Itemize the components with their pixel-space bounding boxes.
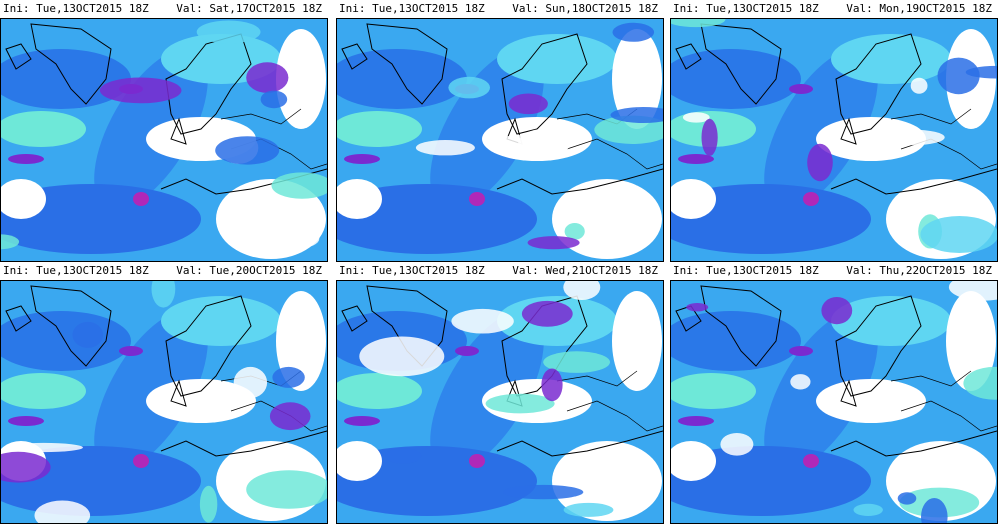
valid-time: Val: Mon,19OCT2015 18Z: [846, 2, 992, 15]
precip-blob: [564, 223, 585, 240]
init-time: Ini: Tue,13OCT2015 18Z: [673, 264, 819, 277]
precip-blob: [246, 470, 327, 509]
precip-blob: [821, 297, 853, 325]
map-panel: Ini: Tue,13OCT2015 18Z Val: Mon,19OCT2015…: [670, 0, 998, 262]
precip-map: [670, 18, 998, 262]
map-panel: Ini: Tue,13OCT2015 18Z Val: Tue,20OCT2015…: [0, 262, 328, 524]
panel-header: Ini: Tue,13OCT2015 18Z Val: Thu,22OCT2015…: [670, 262, 998, 279]
init-time: Ini: Tue,13OCT2015 18Z: [339, 264, 485, 277]
precip-blob: [543, 351, 610, 373]
valid-time: Val: Sun,18OCT2015 18Z: [512, 2, 658, 15]
map-panel: Ini: Tue,13OCT2015 18Z Val: Wed,21OCT2015…: [336, 262, 664, 524]
precip-blob: [910, 77, 928, 94]
map-panel: Ini: Tue,13OCT2015 18Z Val: Thu,22OCT2015…: [670, 262, 998, 524]
precip-blob: [151, 281, 176, 308]
precip-blob: [807, 143, 833, 182]
precip-blob: [272, 366, 305, 388]
panel-header: Ini: Tue,13OCT2015 18Z Val: Sat,17OCT2015…: [0, 0, 328, 17]
precip-blob: [485, 393, 555, 414]
valid-time: Val: Sat,17OCT2015 18Z: [176, 2, 322, 15]
precip-blob: [671, 19, 726, 28]
precip-blob: [508, 93, 548, 115]
precip-map: [0, 280, 328, 524]
precip-blob: [271, 172, 327, 199]
precip-blob: [920, 216, 997, 253]
precip-blob: [196, 20, 261, 44]
precip-blob: [233, 366, 268, 399]
precip-blob: [563, 281, 601, 300]
precip-blob: [415, 140, 475, 156]
precip-map: [0, 18, 328, 262]
precip-blob: [359, 336, 445, 377]
valid-time: Val: Thu,22OCT2015 18Z: [846, 264, 992, 277]
precip-blob: [527, 236, 580, 250]
precip-blob: [563, 502, 614, 517]
precip-blob: [260, 90, 288, 109]
precip-blob: [448, 76, 490, 99]
precip-blob: [1, 234, 20, 250]
precip-blob: [277, 229, 320, 249]
precip-blob: [199, 485, 218, 523]
precip-blob: [682, 112, 710, 123]
precip-blob: [921, 498, 948, 523]
precip-blob: [215, 136, 280, 165]
map-panel: Ini: Tue,13OCT2015 18Z Val: Sun,18OCT2015…: [336, 0, 664, 262]
valid-time: Val: Tue,20OCT2015 18Z: [176, 264, 322, 277]
precip-blob: [384, 448, 422, 464]
precip-blob: [34, 500, 91, 523]
precip-blob: [72, 321, 104, 348]
precip-blob: [289, 202, 315, 227]
panel-header: Ini: Tue,13OCT2015 18Z Val: Tue,20OCT2015…: [0, 262, 328, 279]
precip-blob: [610, 107, 663, 123]
precip-blob: [897, 492, 917, 505]
panel-header: Ini: Tue,13OCT2015 18Z Val: Mon,19OCT2015…: [670, 0, 998, 17]
precip-blob: [451, 308, 514, 334]
precip-map: [670, 280, 998, 524]
precip-blob: [701, 118, 718, 156]
precip-blob: [269, 402, 311, 431]
valid-time: Val: Wed,21OCT2015 18Z: [512, 264, 658, 277]
precip-blob: [503, 484, 584, 500]
precip-blob: [521, 300, 573, 327]
precip-blob: [686, 303, 709, 312]
precip-blob: [4, 442, 83, 453]
precip-blob: [518, 128, 570, 159]
precip-map: [336, 280, 664, 524]
init-time: Ini: Tue,13OCT2015 18Z: [339, 2, 485, 15]
panel-header: Ini: Tue,13OCT2015 18Z Val: Sun,18OCT2015…: [336, 0, 664, 17]
precip-blob: [246, 62, 289, 93]
init-time: Ini: Tue,13OCT2015 18Z: [673, 2, 819, 15]
precip-blob: [880, 129, 945, 146]
precip-blob: [937, 57, 980, 95]
precip-blob: [963, 366, 997, 400]
precip-map: [336, 18, 664, 262]
precip-blob: [612, 22, 655, 42]
precip-blob: [720, 433, 754, 456]
precip-blob: [541, 368, 563, 402]
precip-blob: [948, 281, 997, 301]
map-base: [0, 19, 327, 261]
precip-blob: [790, 374, 811, 390]
precip-blob: [99, 77, 182, 104]
precip-blob: [853, 503, 883, 516]
precip-blob: [1, 451, 51, 483]
init-time: Ini: Tue,13OCT2015 18Z: [3, 264, 149, 277]
panel-header: Ini: Tue,13OCT2015 18Z Val: Wed,21OCT2015…: [336, 262, 664, 279]
init-time: Ini: Tue,13OCT2015 18Z: [3, 2, 149, 15]
map-panel: Ini: Tue,13OCT2015 18Z Val: Sat,17OCT2015…: [0, 0, 328, 262]
